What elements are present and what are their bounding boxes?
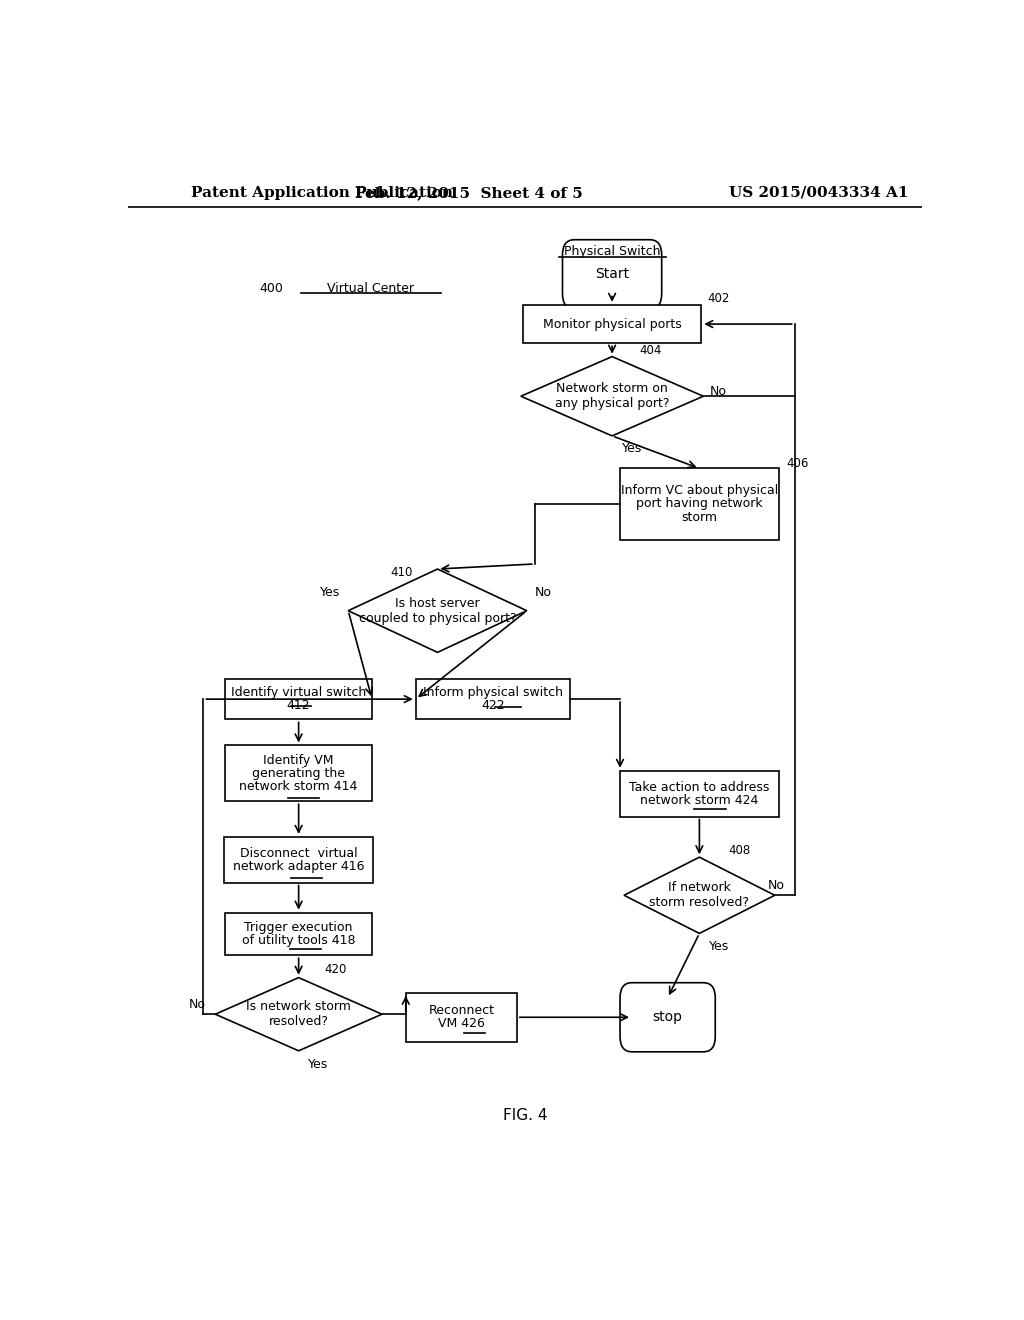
FancyBboxPatch shape	[225, 746, 372, 801]
Text: US 2015/0043334 A1: US 2015/0043334 A1	[729, 186, 908, 199]
FancyBboxPatch shape	[620, 469, 779, 540]
Polygon shape	[624, 857, 775, 933]
FancyBboxPatch shape	[225, 678, 372, 719]
Text: Disconnect  virtual: Disconnect virtual	[240, 846, 357, 859]
Text: 406: 406	[786, 457, 809, 470]
Polygon shape	[348, 569, 526, 652]
FancyBboxPatch shape	[225, 912, 372, 956]
Text: Patent Application Publication: Patent Application Publication	[191, 186, 454, 199]
Text: Inform physical switch: Inform physical switch	[423, 686, 563, 700]
Text: Identify VM: Identify VM	[263, 754, 334, 767]
Text: VM 426: VM 426	[438, 1018, 484, 1031]
Text: No: No	[535, 586, 552, 599]
Text: 412: 412	[287, 700, 310, 713]
FancyBboxPatch shape	[406, 993, 517, 1041]
Text: of utility tools 418: of utility tools 418	[242, 935, 355, 946]
Text: No: No	[768, 879, 785, 891]
Text: FIG. 4: FIG. 4	[503, 1109, 547, 1123]
Text: resolved?: resolved?	[268, 1015, 329, 1028]
Text: Physical Switch: Physical Switch	[564, 246, 660, 259]
Polygon shape	[215, 978, 382, 1051]
FancyBboxPatch shape	[523, 305, 701, 343]
Text: Feb. 12, 2015  Sheet 4 of 5: Feb. 12, 2015 Sheet 4 of 5	[355, 186, 583, 199]
Text: No: No	[710, 384, 727, 397]
Text: No: No	[188, 998, 206, 1011]
FancyBboxPatch shape	[620, 771, 779, 817]
Text: network storm 414: network storm 414	[240, 780, 357, 793]
Text: Virtual Center: Virtual Center	[327, 282, 414, 294]
Text: any physical port?: any physical port?	[555, 397, 670, 411]
Text: Reconnect: Reconnect	[428, 1005, 495, 1018]
Text: Is network storm: Is network storm	[246, 1001, 351, 1012]
Text: network adapter 416: network adapter 416	[232, 859, 365, 873]
Text: Start: Start	[595, 267, 629, 281]
Text: Identify virtual switch: Identify virtual switch	[231, 686, 367, 700]
Text: storm resolved?: storm resolved?	[649, 896, 750, 909]
Text: coupled to physical port?: coupled to physical port?	[358, 612, 516, 624]
Polygon shape	[521, 356, 703, 436]
Text: generating the: generating the	[252, 767, 345, 780]
Text: If network: If network	[668, 882, 731, 894]
Text: 420: 420	[324, 964, 346, 975]
Text: 402: 402	[708, 292, 730, 305]
Text: Network storm on: Network storm on	[556, 381, 668, 395]
Text: 410: 410	[390, 565, 413, 578]
FancyBboxPatch shape	[416, 678, 570, 719]
Text: Inform VC about physical: Inform VC about physical	[621, 484, 778, 498]
Text: Yes: Yes	[321, 586, 340, 599]
Text: 408: 408	[728, 843, 751, 857]
Text: 400: 400	[259, 282, 283, 294]
FancyBboxPatch shape	[224, 837, 373, 883]
FancyBboxPatch shape	[620, 982, 715, 1052]
Text: Yes: Yes	[622, 442, 642, 454]
Text: Take action to address: Take action to address	[629, 780, 770, 793]
Text: storm: storm	[681, 511, 718, 524]
Text: Yes: Yes	[709, 940, 729, 953]
Text: Monitor physical ports: Monitor physical ports	[543, 318, 681, 330]
Text: Trigger execution: Trigger execution	[245, 921, 353, 933]
Text: 404: 404	[640, 345, 663, 356]
Text: stop: stop	[652, 1010, 683, 1024]
Text: network storm 424: network storm 424	[640, 793, 759, 807]
Text: Yes: Yes	[308, 1057, 329, 1071]
FancyBboxPatch shape	[562, 240, 662, 309]
Text: 422: 422	[481, 700, 505, 713]
Text: port having network: port having network	[636, 498, 763, 511]
Text: Is host server: Is host server	[395, 597, 480, 610]
